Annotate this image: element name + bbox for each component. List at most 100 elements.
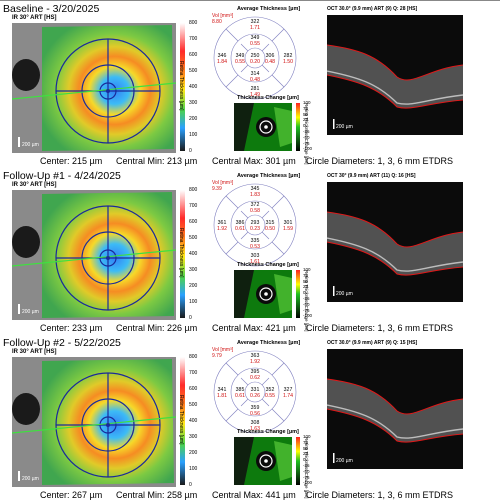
section-follow-up-2: Follow-Up #2 - 5/22/2025 IR 30° ART [HS]: [0, 337, 500, 500]
thickness-change-title: Thickness Change [µm]: [237, 429, 299, 435]
change-tick: -100: [303, 480, 313, 486]
colorbar-tick: 100: [189, 132, 198, 138]
inf-outer-volume: 1.49: [250, 92, 260, 98]
volume-value: 9.39: [212, 186, 222, 192]
nasal-inner-volume: 0.50: [265, 226, 275, 232]
colorbar-tick: 700: [189, 36, 198, 42]
colorbar-tick: 700: [189, 370, 198, 376]
nasal-outer-volume: 1.59: [283, 226, 293, 232]
central-max-readout: Central Max: 421 µm: [212, 323, 296, 333]
thickness-overlay: 200 µm: [12, 23, 176, 153]
inf-inner-thickness: 359: [251, 405, 260, 411]
sup-outer-thickness: 363: [251, 353, 260, 359]
change-tick: 75: [303, 272, 309, 278]
nasal-outer-thickness: 301: [284, 220, 293, 226]
change-tick: -50: [303, 468, 310, 474]
center-thickness: 250: [251, 53, 260, 59]
optic-disc: [12, 59, 40, 91]
central-max-readout: Central Max: 441 µm: [212, 490, 296, 500]
volume-value: 9.79: [212, 353, 222, 359]
central-min-readout: Central Min: 258 µm: [116, 490, 198, 500]
oct-label: OCT 30.0° (9.9 mm) ART (9) Q: 28 [HS]: [327, 6, 418, 12]
colorbar-tick: 700: [189, 203, 198, 209]
colorbar-tick: 500: [189, 402, 198, 408]
fundus-thickness-map[interactable]: 200 µm: [12, 190, 176, 320]
nasal-inner-volume: 0.55: [265, 393, 275, 399]
thickness-colorbar: [180, 190, 185, 318]
thickness-change-title: Thickness Change [µm]: [237, 95, 299, 101]
colorbar-tick: 300: [189, 434, 198, 440]
central-min-readout: Central Min: 213 µm: [116, 156, 198, 166]
change-tick: 0: [303, 457, 306, 463]
colorbar-title: Retina Thickness [µm]: [178, 228, 184, 278]
change-tick: -100: [303, 146, 313, 152]
colorbar-tick: 100: [189, 466, 198, 472]
colorbar-tick: 200: [189, 283, 198, 289]
colorbar-tick: 400: [189, 251, 198, 257]
colorbar-tick: 500: [189, 235, 198, 241]
inf-inner-thickness: 335: [251, 238, 260, 244]
oct-bscan[interactable]: 200 µm: [327, 349, 463, 469]
change-tick: 25: [303, 451, 309, 457]
volume-label: Vol [mm³]: [212, 180, 234, 186]
sup-inner-volume: 0.55: [250, 41, 260, 47]
center-thickness: 293: [251, 220, 260, 226]
temporal-outer-volume: 1.92: [217, 226, 227, 232]
thickness-change-map[interactable]: [234, 103, 292, 151]
etdrs-chart: 363 1.92 395 0.62 331 0.26 385 0.61 341 …: [212, 349, 298, 435]
colorbar-tick: 400: [189, 418, 198, 424]
change-tick: 50: [303, 445, 309, 451]
temporal-inner-volume: 0.61: [235, 226, 245, 232]
change-tick: 0: [303, 123, 306, 129]
svg-text:200 µm: 200 µm: [22, 142, 39, 148]
nasal-outer-thickness: 327: [284, 387, 293, 393]
thickness-colorbar: [180, 23, 185, 151]
change-colorbar: [296, 270, 300, 318]
change-colorbar: [296, 437, 300, 485]
thickness-change-map[interactable]: [234, 437, 292, 485]
volume-readout: Vol [mm³] 8.80: [212, 13, 233, 25]
sup-inner-volume: 0.62: [250, 375, 260, 381]
inf-outer-volume: 1.61: [250, 259, 260, 265]
temporal-inner-thickness: 386: [236, 220, 245, 226]
average-thickness-title: Average Thickness [µm]: [237, 173, 301, 179]
thickness-colorbar: [180, 357, 185, 485]
inf-outer-thickness: 308: [251, 420, 260, 426]
oct-bscan[interactable]: 200 µm: [327, 182, 463, 302]
sup-inner-thickness: 372: [251, 202, 260, 208]
circle-diameters-label: Circle Diameters: 1, 3, 6 mm ETDRS: [306, 156, 454, 166]
change-tick: -50: [303, 134, 310, 140]
volume-value: 8.80: [212, 19, 222, 25]
svg-text:200 µm: 200 µm: [22, 309, 39, 315]
sup-outer-thickness: 345: [251, 186, 260, 192]
change-tick: -25: [303, 463, 310, 468]
fundus-thickness-map[interactable]: 200 µm: [12, 357, 176, 487]
change-tick: -75: [303, 140, 310, 146]
center-volume: 0.20: [250, 59, 260, 65]
scan-line: [12, 82, 176, 100]
temporal-inner-thickness: 349: [236, 53, 245, 59]
section-follow-up-1: Follow-Up #1 - 4/24/2025 IR 30° ART [HS]: [0, 170, 500, 333]
average-thickness-title: Average Thickness [µm]: [237, 340, 301, 346]
change-tick: -25: [303, 296, 310, 301]
volume-readout: Vol [mm³] 9.39: [212, 180, 233, 192]
svg-text:200 µm: 200 µm: [336, 124, 353, 130]
change-tick: -50: [303, 301, 310, 307]
fundus-thickness-map[interactable]: 200 µm: [12, 23, 176, 153]
center-volume: 0.26: [250, 393, 260, 399]
scan-line: [12, 416, 176, 434]
ir-label: IR 30° ART [HS]: [12, 349, 57, 355]
thickness-change-map[interactable]: [234, 270, 292, 318]
nasal-inner-thickness: 306: [266, 53, 275, 59]
change-tick: 75: [303, 105, 309, 111]
oct-bscan[interactable]: 200 µm: [327, 15, 463, 135]
center-thickness-readout: Center: 215 µm: [40, 156, 103, 166]
volume-label: Vol [mm³]: [212, 347, 234, 353]
etdrs-chart: 322 1.71 349 0.55 250 0.20 349 0.55 346 …: [212, 15, 298, 101]
change-tick: 75: [303, 439, 309, 445]
colorbar-tick: 800: [189, 187, 198, 193]
sup-inner-volume: 0.58: [250, 208, 260, 214]
colorbar-tick: 100: [189, 299, 198, 305]
circle-diameters-label: Circle Diameters: 1, 3, 6 mm ETDRS: [306, 490, 454, 500]
inf-outer-thickness: 281: [251, 86, 260, 92]
